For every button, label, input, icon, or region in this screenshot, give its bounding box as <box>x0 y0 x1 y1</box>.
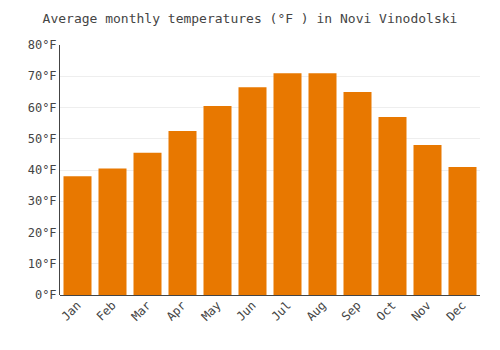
svg-text:70°F: 70°F <box>28 69 57 83</box>
svg-text:Aug: Aug <box>304 298 329 323</box>
svg-text:Oct: Oct <box>374 298 399 323</box>
svg-text:50°F: 50°F <box>28 132 57 146</box>
svg-text:30°F: 30°F <box>28 194 57 208</box>
svg-text:Dec: Dec <box>444 298 469 323</box>
svg-text:Nov: Nov <box>409 298 434 323</box>
svg-text:Feb: Feb <box>94 298 119 323</box>
svg-text:Average monthly temperatures (: Average monthly temperatures (°F ) in No… <box>43 11 458 26</box>
svg-text:Mar: Mar <box>129 298 154 323</box>
svg-text:Sep: Sep <box>339 298 364 323</box>
svg-text:May: May <box>199 298 224 323</box>
svg-text:Jun: Jun <box>234 298 259 323</box>
svg-text:40°F: 40°F <box>28 163 57 177</box>
svg-text:Jan: Jan <box>59 298 84 323</box>
svg-text:10°F: 10°F <box>28 257 57 271</box>
svg-text:Apr: Apr <box>164 298 189 323</box>
svg-text:80°F: 80°F <box>28 38 57 52</box>
svg-text:Jul: Jul <box>269 298 294 323</box>
svg-text:60°F: 60°F <box>28 101 57 115</box>
svg-text:20°F: 20°F <box>28 226 57 240</box>
svg-text:0°F: 0°F <box>35 288 57 302</box>
